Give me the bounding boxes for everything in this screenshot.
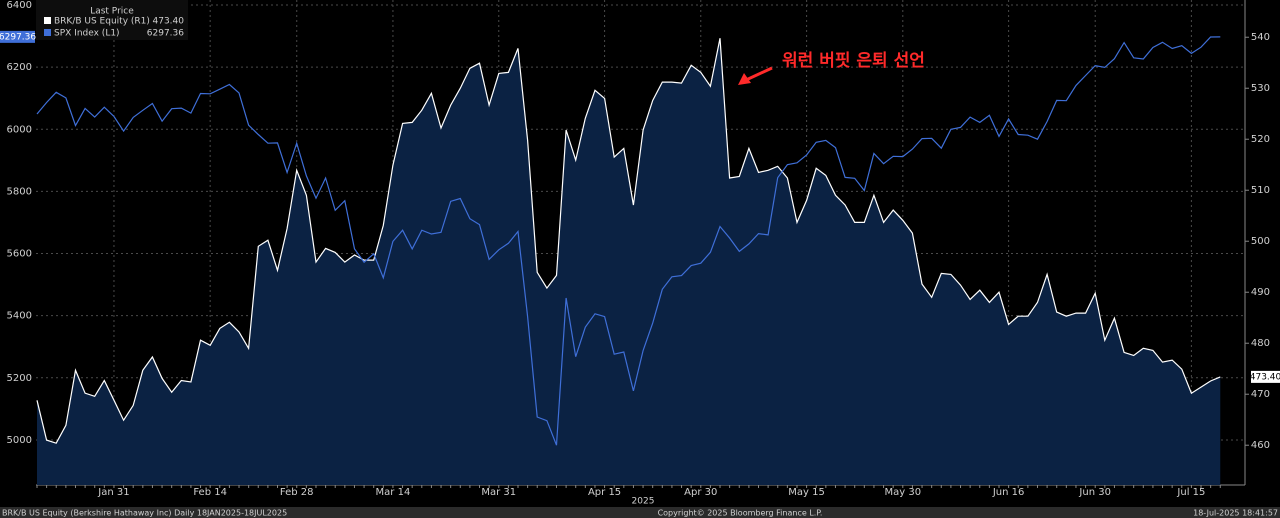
y-tick-label: 5800 [7, 186, 32, 197]
legend-label: BRK/B US Equity (R1) [54, 17, 150, 27]
legend-box [36, 0, 188, 40]
y2-tick-label: 520 [1251, 134, 1270, 145]
y-tick-label: 5400 [7, 311, 32, 322]
y-tick-label: 5600 [7, 249, 32, 260]
line [36, 36, 1221, 446]
legend-swatch [44, 17, 51, 24]
x-tick-label: May 30 [885, 487, 922, 498]
footer-bar [0, 507, 1280, 518]
y-tick-label: 6000 [7, 124, 32, 135]
last-price-tag [0, 30, 35, 43]
y2-tick-label: 540 [1251, 32, 1270, 43]
area [37, 38, 1221, 485]
y-tick-label: 6400 [7, 0, 32, 11]
footer-left: BRK/B US Equity (Berkshire Hathaway Inc)… [2, 509, 287, 518]
x-tick-label: May 15 [788, 487, 825, 498]
x-tick-label: Jun 30 [1078, 487, 1111, 498]
annotation-arrow [745, 66, 773, 82]
x-sublabel: 2025 [632, 497, 655, 507]
footer-right: 18-Jul-2025 18:41:57 [1193, 509, 1278, 518]
line [36, 38, 1221, 444]
plot: 5000 5200 5400 5600 5800 6000 6200 6400 460 470 48… [0, 0, 1280, 498]
legend-label: SPX Index (L1) [54, 29, 120, 39]
annotation-arrowhead [738, 73, 751, 85]
last-price-label: 473.40 [1250, 372, 1280, 382]
x-tick-label: Feb 28 [280, 487, 314, 498]
x-tick-label: Jul 15 [1176, 487, 1205, 498]
x-tick-label: Feb 14 [193, 487, 227, 498]
x-tick-label: Mar 14 [376, 487, 411, 498]
annotation-text: 워런 버핏 은퇴 선언 [782, 51, 925, 71]
y2-tick-label: 460 [1251, 440, 1270, 451]
footer-center: Copyright© 2025 Bloomberg Finance L.P. [658, 509, 823, 518]
y2-tick-label: 480 [1251, 338, 1270, 349]
last-price-label: 6297.36 [0, 32, 36, 42]
y2-tick-label: 470 [1251, 389, 1270, 400]
legend-value: 6297.36 [147, 29, 184, 39]
y2-tick-label: 530 [1251, 83, 1270, 94]
annotation: 워런 버핏 은퇴 선언 [738, 51, 925, 85]
x-tick-label: Jun 16 [992, 487, 1025, 498]
last-price-tag [1251, 370, 1280, 383]
legend-swatch [44, 29, 51, 36]
legend-title: Last Price [90, 7, 134, 17]
x-tick-label: Apr 15 [588, 487, 621, 498]
y2-tick-label: 490 [1251, 287, 1270, 298]
y-tick-label: 5000 [7, 435, 32, 446]
y-tick-label: 6200 [7, 62, 32, 73]
x-tick-label: Apr 30 [684, 487, 717, 498]
y-tick-label: 5200 [7, 373, 32, 384]
legend-value: 473.40 [153, 17, 185, 27]
y2-tick-label: 500 [1251, 236, 1270, 247]
y2-tick-label: 510 [1251, 185, 1270, 196]
x-tick-label: Jan 31 [97, 487, 129, 498]
x-tick-label: Mar 31 [481, 487, 516, 498]
